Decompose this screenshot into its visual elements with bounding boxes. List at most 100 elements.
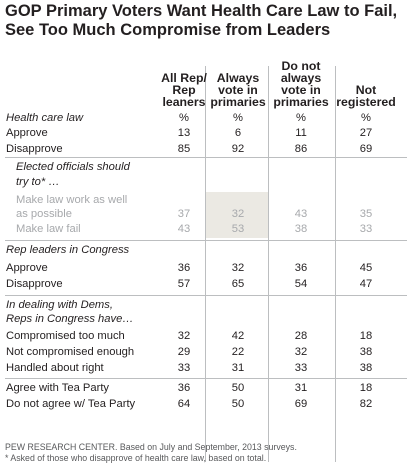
source-note: PEW RESEARCH CENTER. Based on July and S…: [5, 442, 297, 452]
value-cell: 33: [359, 223, 373, 235]
row-label: Disapprove: [6, 278, 63, 290]
value-cell: 32: [294, 346, 308, 358]
value-cell: 82: [359, 398, 373, 410]
column-divider: [335, 66, 336, 462]
value-cell: 92: [231, 143, 245, 155]
value-cell: 86: [294, 143, 308, 155]
value-cell: 64: [177, 398, 191, 410]
chart-title: GOP Primary Voters Want Health Care Law …: [5, 2, 398, 39]
value-cell: 31: [231, 362, 245, 374]
value-cell: 69: [294, 398, 308, 410]
table-row: Agree with Tea Party 36 50 31 18: [0, 381, 412, 397]
value-cell: %: [233, 112, 243, 124]
value-cell: 33: [294, 362, 308, 374]
row-label: Make law fail: [16, 223, 81, 235]
row-label: Not compromised enough: [6, 346, 135, 358]
column-header-line: always: [280, 71, 322, 85]
table-row: Elected officials should: [0, 160, 412, 176]
row-label: Rep leaders in Congress: [6, 244, 130, 256]
value-cell: 6: [234, 127, 242, 139]
row-divider: [5, 240, 407, 241]
value-cell: 29: [177, 346, 191, 358]
value-cell: 50: [231, 398, 245, 410]
column-header: Always vote in primaries: [204, 72, 272, 108]
row-label: Make law work as well: [16, 194, 128, 206]
table-row: Handled about right 33 31 33 38: [0, 361, 412, 377]
row-label: Health care law: [6, 112, 84, 124]
value-cell: 37: [177, 208, 191, 220]
column-header-line: vote in: [218, 83, 258, 97]
row-label: as possible: [16, 208, 72, 220]
column-header-line: Not: [355, 83, 377, 97]
value-cell: 38: [294, 223, 308, 235]
value-cell: 36: [294, 262, 308, 274]
table-row: Not compromised enough 29 22 32 38: [0, 345, 412, 361]
row-label: Approve: [6, 127, 48, 139]
column-header: Do not always vote in primaries: [267, 60, 335, 108]
highlight-cell: [206, 192, 268, 238]
table-row: Rep leaders in Congress: [0, 243, 412, 259]
value-cell: 32: [231, 208, 245, 220]
value-cell: 53: [231, 223, 245, 235]
value-cell: 36: [177, 382, 191, 394]
value-cell: 38: [359, 362, 373, 374]
row-divider: [5, 295, 407, 296]
column-header-line: Always: [216, 71, 260, 85]
value-cell: %: [179, 112, 189, 124]
row-label: Handled about right: [6, 362, 104, 374]
table-row: Compromised too much 32 42 28 18: [0, 329, 412, 345]
value-cell: 22: [231, 346, 245, 358]
table-row: Disapprove 57 65 54 47: [0, 277, 412, 293]
column-header-line: leaners: [162, 95, 206, 109]
value-cell: %: [296, 112, 306, 124]
column-header-line: registered: [336, 95, 396, 109]
value-cell: 42: [231, 330, 245, 342]
column-header: Not registered: [332, 84, 400, 108]
column-header-line: Do not: [281, 59, 321, 73]
table-row: Do not agree w/ Tea Party 64 50 69 82: [0, 397, 412, 413]
column-header-line: All Rep/: [161, 71, 207, 85]
column-header: All Rep/Rep leaners: [150, 72, 218, 108]
value-cell: 43: [177, 223, 191, 235]
table-row: Health care law%%%%: [0, 111, 412, 127]
footnote: * Asked of those who disapprove of healt…: [5, 453, 267, 463]
row-label: Approve: [6, 262, 48, 274]
table-row: Reps in Congress have…: [0, 312, 412, 328]
value-cell: 18: [359, 382, 373, 394]
column-divider: [268, 66, 269, 462]
value-cell: 57: [177, 278, 191, 290]
value-cell: 54: [294, 278, 308, 290]
value-cell: 47: [359, 278, 373, 290]
value-cell: 65: [231, 278, 245, 290]
row-label: Compromised too much: [6, 330, 125, 342]
value-cell: 69: [359, 143, 373, 155]
table-row: Approve 36 32 36 45: [0, 261, 412, 277]
value-cell: 11: [295, 127, 307, 139]
value-cell: 43: [294, 208, 308, 220]
value-cell: 45: [359, 262, 373, 274]
value-cell: 28: [294, 330, 308, 342]
row-label: Do not agree w/ Tea Party: [6, 398, 136, 410]
table-row: try to* …: [0, 175, 412, 191]
table-row: Disapprove 85 92 86 69: [0, 142, 412, 158]
column-header-line: vote in: [281, 83, 321, 97]
value-cell: 50: [231, 382, 245, 394]
column-header-line: primaries: [273, 95, 329, 109]
value-cell: 13: [177, 127, 191, 139]
row-label: try to* …: [16, 176, 60, 188]
value-cell: 32: [231, 262, 245, 274]
row-label: Elected officials should: [16, 161, 130, 173]
value-cell: 38: [359, 346, 373, 358]
row-label: Disapprove: [6, 143, 63, 155]
row-divider: [5, 378, 407, 379]
column-header-line: Rep: [172, 83, 196, 97]
row-label: Agree with Tea Party: [6, 382, 110, 394]
row-label: In dealing with Dems,: [6, 299, 113, 311]
value-cell: %: [361, 112, 371, 124]
table-row: as possible 37 32 43 35: [0, 207, 412, 223]
value-cell: 85: [177, 143, 191, 155]
value-cell: 18: [359, 330, 373, 342]
value-cell: 33: [177, 362, 191, 374]
column-divider: [205, 66, 206, 462]
value-cell: 31: [294, 382, 308, 394]
